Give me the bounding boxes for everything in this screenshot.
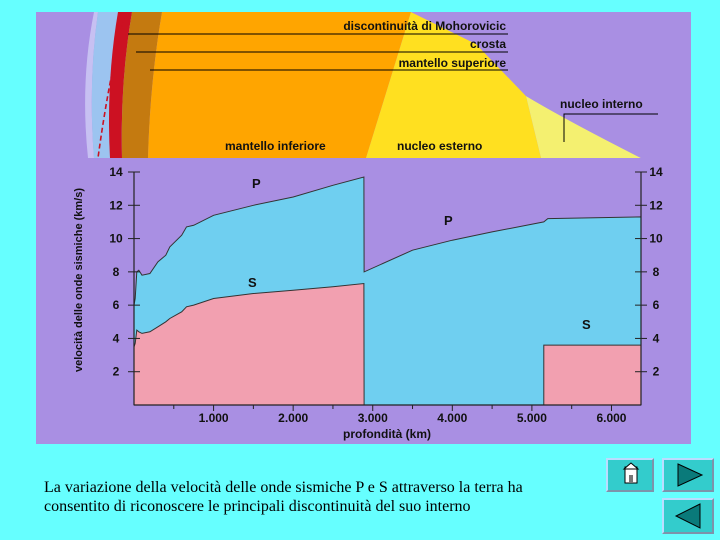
x-tick-label: 2.000: [278, 411, 308, 425]
lower-mantle-layer: [148, 12, 411, 158]
outer-core-layer: [366, 12, 541, 158]
caption: La variazione della velocità delle onde …: [44, 478, 604, 516]
moho-label: discontinuità di Mohorovicic: [343, 19, 506, 33]
p-wave-label-core: P: [444, 213, 453, 228]
previous-slide-button[interactable]: [662, 498, 714, 534]
inner-core-layer: [526, 96, 641, 158]
y-right-tick-label: 6: [653, 298, 660, 312]
x-tick-label: 6.000: [596, 411, 626, 425]
s-wave-label-core: S: [582, 317, 591, 332]
p-wave-label-mantle: P: [252, 176, 261, 191]
figure-svg: discontinuità di Mohorovicic crosta mant…: [73, 12, 691, 441]
play-forward-icon: [677, 463, 704, 487]
cross-section-background: [411, 12, 691, 158]
y-axis-label: velocità delle onde sismiche (km/s): [73, 188, 85, 372]
series-s-wave-area: [133, 282, 642, 406]
play-back-icon: [674, 503, 701, 529]
y-left-tick-label: 4: [113, 331, 120, 345]
y-right-tick-label: 4: [653, 331, 660, 345]
y-left-tick-label: 14: [109, 165, 123, 179]
outer-atmosphere-band: [85, 12, 98, 158]
upper-layer-band: [91, 12, 118, 158]
next-slide-button[interactable]: [662, 458, 714, 492]
x-tick-label: 5.000: [517, 411, 547, 425]
crust-layer: [109, 12, 132, 158]
y-right-tick-label: 8: [653, 265, 660, 279]
y-right-tick-label: 12: [649, 198, 663, 212]
earth-structure-figure: discontinuità di Mohorovicic crosta mant…: [36, 12, 691, 444]
upper-mantle-layer: [121, 12, 162, 158]
y-left-tick-label: 10: [109, 232, 123, 246]
chart-areas: [133, 176, 642, 406]
s-wave-label-mantle: S: [248, 275, 257, 290]
lower-mantle-label: mantello inferiore: [225, 139, 326, 153]
crust-label: crosta: [470, 37, 506, 51]
velocity-chart: 2 4 6 8 10 12 14 2 4 6 8 10 12 14 1.000 2.000 3.000 4.000…: [73, 165, 663, 441]
upper-mantle-label: mantello superiore: [399, 56, 507, 70]
y-left-tick-label: 8: [113, 265, 120, 279]
y-right-tick-label: 14: [649, 165, 663, 179]
y-right-tick-label: 2: [653, 365, 660, 379]
earth-cross-section: discontinuità di Mohorovicic crosta mant…: [85, 12, 691, 159]
x-tick-label: 1.000: [199, 411, 229, 425]
x-tick-label: 3.000: [358, 411, 388, 425]
inner-core-label: nucleo interno: [560, 97, 643, 111]
y-left-tick-label: 2: [113, 365, 120, 379]
y-left-tick-label: 12: [109, 198, 123, 212]
home-icon: [622, 462, 640, 484]
inner-core-leader-line: [563, 113, 658, 142]
home-button[interactable]: [606, 458, 654, 492]
x-tick-label: 4.000: [437, 411, 467, 425]
caption-line-1: La variazione della velocità delle onde …: [44, 479, 523, 496]
y-left-tick-label: 6: [113, 298, 120, 312]
caption-line-2: consentito di riconoscere le principali …: [44, 498, 471, 515]
y-right-tick-label: 10: [649, 232, 663, 246]
x-axis-label: profondità (km): [343, 427, 431, 441]
outer-core-label: nucleo esterno: [397, 139, 482, 153]
chart-ticks: 2 4 6 8 10 12 14 2 4 6 8 10 12 14 1.000 2.000 3.000 4.000…: [109, 165, 663, 425]
